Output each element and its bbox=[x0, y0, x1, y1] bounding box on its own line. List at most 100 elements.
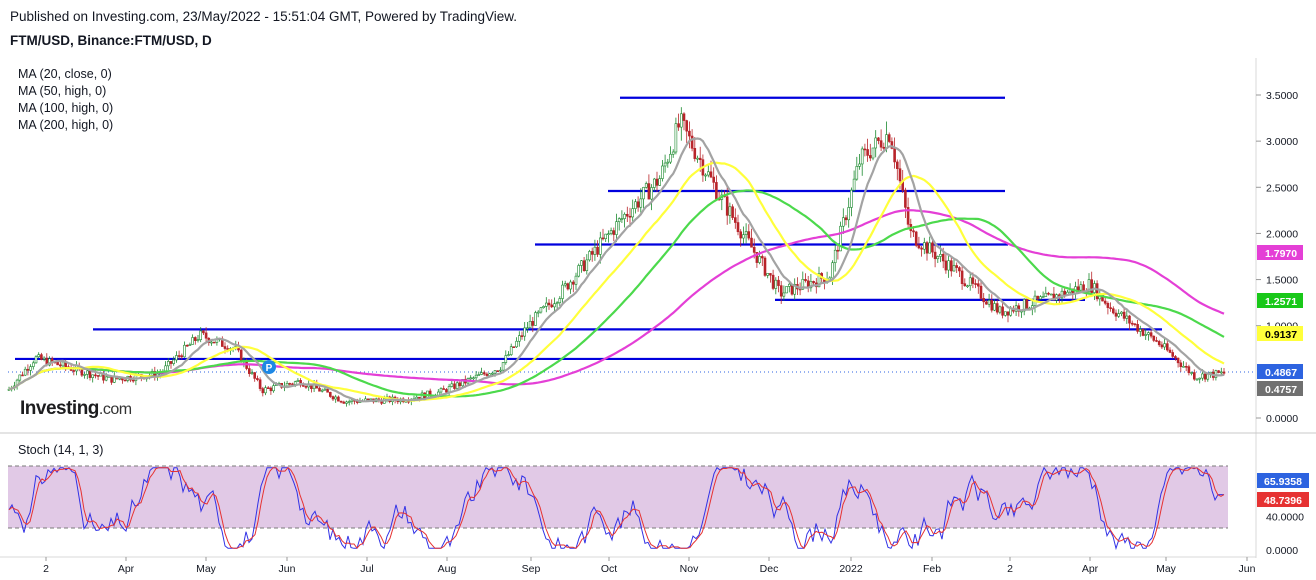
stoch-k-line[interactable] bbox=[8, 466, 1224, 551]
candle bbox=[958, 267, 961, 272]
candle bbox=[26, 368, 30, 371]
x-tick-label: Dec bbox=[760, 563, 779, 575]
candle bbox=[698, 157, 702, 160]
p-marker[interactable]: P bbox=[262, 360, 276, 374]
candle bbox=[296, 380, 300, 383]
candle bbox=[185, 344, 189, 347]
candle bbox=[874, 137, 878, 149]
candle bbox=[528, 320, 532, 329]
candle bbox=[644, 183, 648, 188]
x-tick-label: Feb bbox=[923, 563, 941, 575]
candle bbox=[952, 265, 956, 272]
candle bbox=[971, 277, 975, 284]
x-tick-label: May bbox=[1156, 563, 1177, 575]
candle bbox=[739, 231, 743, 239]
candle bbox=[1160, 344, 1164, 348]
candle bbox=[553, 303, 556, 308]
candle bbox=[993, 303, 996, 311]
candle bbox=[1195, 378, 1199, 381]
candle bbox=[939, 253, 942, 257]
candle bbox=[922, 242, 926, 250]
candle bbox=[955, 265, 959, 268]
candle bbox=[693, 148, 697, 159]
candle bbox=[1144, 334, 1147, 336]
x-tick-label: 2 bbox=[43, 563, 49, 575]
candle bbox=[61, 361, 65, 367]
candle bbox=[261, 388, 265, 394]
candle bbox=[609, 230, 613, 234]
candle bbox=[558, 298, 562, 304]
investing-logo: Investing.com bbox=[20, 398, 132, 419]
candle bbox=[696, 157, 699, 160]
candle bbox=[577, 265, 581, 277]
candle bbox=[887, 134, 891, 142]
candle bbox=[769, 273, 772, 276]
candle bbox=[453, 383, 456, 389]
candle bbox=[474, 374, 478, 379]
candle bbox=[652, 178, 656, 188]
candle bbox=[477, 374, 481, 376]
stoch-d-line[interactable] bbox=[8, 466, 1225, 550]
candle bbox=[248, 368, 251, 374]
candle bbox=[212, 341, 216, 344]
candle bbox=[966, 285, 969, 288]
candle bbox=[509, 346, 513, 355]
candle bbox=[550, 304, 554, 308]
candle bbox=[1198, 377, 1201, 380]
candle bbox=[863, 148, 867, 151]
candle bbox=[860, 148, 864, 165]
candle bbox=[871, 147, 875, 159]
candle bbox=[86, 370, 89, 375]
candle bbox=[555, 302, 559, 305]
ma20-line[interactable] bbox=[8, 137, 1225, 403]
candle bbox=[183, 344, 186, 358]
ma-legend-20[interactable]: MA (20, close, 0) bbox=[18, 67, 112, 81]
candle bbox=[1017, 305, 1021, 312]
x-tick-label: Apr bbox=[1082, 563, 1099, 575]
candle bbox=[304, 386, 308, 388]
candle bbox=[779, 285, 783, 297]
candle bbox=[320, 389, 324, 392]
price-tag: 1.2571 bbox=[1257, 293, 1303, 308]
candle bbox=[1152, 335, 1156, 341]
candle bbox=[812, 281, 815, 284]
candle bbox=[177, 355, 181, 357]
candle bbox=[539, 307, 543, 313]
stoch-legend[interactable]: Stoch (14, 1, 3) bbox=[18, 443, 104, 457]
candle bbox=[885, 134, 888, 149]
candle bbox=[331, 396, 335, 400]
ma50-line[interactable] bbox=[8, 161, 1225, 402]
candle bbox=[118, 377, 121, 380]
candle bbox=[1044, 292, 1048, 297]
candle bbox=[990, 300, 994, 311]
ma-legend-100[interactable]: MA (100, high, 0) bbox=[18, 101, 114, 115]
candle bbox=[976, 283, 980, 287]
published-caption: Published on Investing.com, 23/May/2022 … bbox=[10, 9, 518, 24]
candle bbox=[472, 377, 475, 380]
candle bbox=[941, 253, 945, 262]
candle bbox=[868, 155, 872, 159]
price-tag: 0.4757 bbox=[1257, 381, 1303, 396]
candle bbox=[520, 335, 524, 337]
candle bbox=[199, 330, 202, 340]
candle bbox=[936, 256, 940, 260]
ma100-line[interactable] bbox=[8, 189, 1225, 398]
candle bbox=[1049, 293, 1053, 296]
candle bbox=[175, 355, 178, 361]
candle bbox=[450, 383, 454, 387]
candle bbox=[585, 259, 589, 271]
price-tag-value: 0.4867 bbox=[1265, 367, 1297, 379]
candle bbox=[339, 400, 343, 403]
candle bbox=[669, 153, 672, 163]
ma-legend-200[interactable]: MA (200, high, 0) bbox=[18, 118, 114, 132]
candle bbox=[169, 361, 173, 364]
candle bbox=[517, 335, 521, 342]
price-tag-value: 1.7970 bbox=[1265, 248, 1297, 260]
ma-legend-50[interactable]: MA (50, high, 0) bbox=[18, 84, 107, 98]
candle bbox=[625, 213, 629, 217]
candle bbox=[1141, 329, 1145, 336]
x-tick-label: Oct bbox=[601, 563, 617, 575]
candle bbox=[480, 372, 483, 375]
candle bbox=[1120, 311, 1123, 314]
